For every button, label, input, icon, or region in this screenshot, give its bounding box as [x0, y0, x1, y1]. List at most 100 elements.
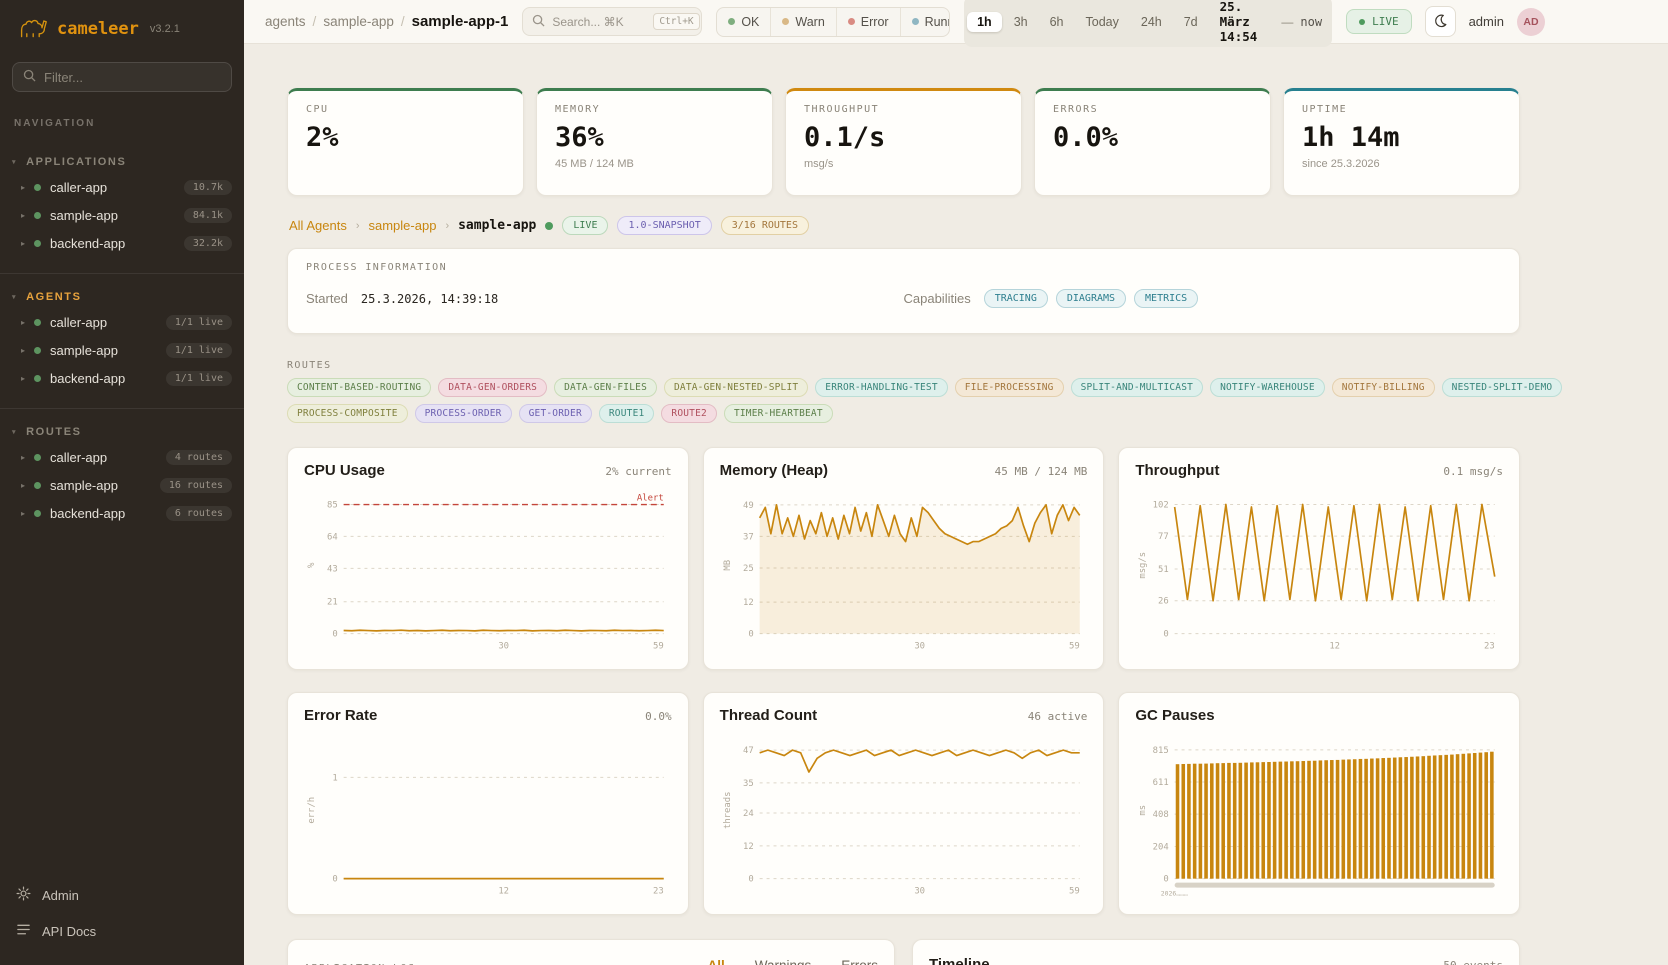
- status-dot: [34, 481, 42, 489]
- stat-card-throughput: THROUGHPUT 0.1/s msg/s: [785, 88, 1022, 196]
- search-icon: [532, 14, 545, 30]
- route-chip-file-processing[interactable]: FILE-PROCESSING: [954, 378, 1064, 397]
- route-chips: CONTENT-BASED-ROUTING DATA-GEN-ORDERS DATA…: [287, 378, 1563, 423]
- time-range-now[interactable]: now: [1300, 14, 1323, 29]
- sidebar-footer-api-docs[interactable]: API Docs: [0, 913, 244, 949]
- route-chip-content-based-routing[interactable]: CONTENT-BASED-ROUTING: [287, 378, 432, 397]
- live-dot: [1359, 18, 1366, 25]
- route-chip-notify-billing[interactable]: NOTIFY-BILLING: [1331, 378, 1435, 397]
- svg-text:25: 25: [743, 564, 754, 574]
- svg-text:msg/s: msg/s: [1138, 552, 1148, 579]
- sidebar-section-header-routes[interactable]: ▾ ROUTES: [0, 421, 244, 443]
- tab-warnings[interactable]: Warnings: [755, 958, 812, 965]
- sidebar-item-caller-app[interactable]: ▸ caller-app 4 routes: [0, 443, 244, 471]
- svg-text:12: 12: [743, 842, 754, 852]
- time-range-bar: 1h 3h 6h Today 24h 7d 25. März 14:54 — now: [964, 0, 1333, 47]
- route-chip-process-composite[interactable]: PROCESS-COMPOSITE: [287, 404, 408, 423]
- route-chip-route2[interactable]: ROUTE2: [661, 404, 717, 423]
- svg-text:21: 21: [327, 598, 338, 608]
- process-started: Started 25.3.2026, 14:39:18: [306, 291, 904, 306]
- time-range-7d[interactable]: 7d: [1183, 14, 1198, 29]
- status-filter-error[interactable]: Error: [835, 7, 900, 36]
- tab-errors[interactable]: Errors: [841, 958, 878, 965]
- chart-canvas: 0 21 43 64 85% Alert 30 59: [307, 494, 664, 651]
- route-chip-data-gen-files[interactable]: DATA-GEN-FILES: [554, 378, 657, 397]
- process-capabilities: Capabilities TRACING DIAGRAMS METRICS: [904, 289, 1502, 308]
- sidebar-item-backend-app[interactable]: ▸ backend-app 32.2k: [0, 229, 244, 257]
- time-range-3h[interactable]: 3h: [1013, 14, 1028, 29]
- route-chip-split-and-multicast[interactable]: SPLIT-AND-MULTICAST: [1070, 378, 1204, 397]
- agent-crumb-sample-app[interactable]: sample-app: [368, 218, 437, 233]
- chevron-right-icon: ▸: [21, 210, 26, 220]
- svg-text:37: 37: [743, 532, 754, 542]
- time-range-24h[interactable]: 24h: [1140, 14, 1162, 29]
- time-range-6h[interactable]: 6h: [1049, 14, 1064, 29]
- time-range-1h[interactable]: 1h: [967, 11, 1002, 32]
- sidebar-section-header-agents[interactable]: ▾ AGENTS: [0, 286, 244, 308]
- app-logo[interactable]: cameleer v3.2.1: [0, 0, 244, 52]
- item-badge: 10.7k: [183, 179, 232, 195]
- chart-title: CPU Usage: [304, 462, 385, 479]
- route-chip-data-gen-nested-split[interactable]: DATA-GEN-NESTED-SPLIT: [663, 378, 809, 397]
- status-filter-ok[interactable]: OK: [717, 8, 770, 36]
- route-chip-notify-warehouse[interactable]: NOTIFY-WAREHOUSE: [1210, 378, 1325, 397]
- svg-text:2026………: 2026………: [1161, 889, 1188, 896]
- svg-text:0: 0: [332, 630, 337, 640]
- agent-crumb-separator: ›: [355, 219, 360, 232]
- application-log-title: APPLICATION LOG: [304, 963, 415, 965]
- sidebar-footer-admin[interactable]: Admin: [0, 877, 244, 913]
- agent-live-dot: [545, 221, 554, 230]
- avatar[interactable]: AD: [1517, 7, 1545, 36]
- application-log-card: APPLICATION LOG All Warnings Errors: [287, 939, 895, 965]
- tab-all[interactable]: All: [707, 958, 724, 965]
- agent-crumb-all-agents[interactable]: All Agents: [289, 218, 347, 233]
- sidebar-item-caller-app[interactable]: ▸ caller-app 1/1 live: [0, 308, 244, 336]
- dark-mode-toggle[interactable]: [1424, 6, 1456, 37]
- breadcrumb-sample-app[interactable]: sample-app: [323, 14, 394, 29]
- filter-input[interactable]: [44, 69, 221, 85]
- svg-text:0: 0: [748, 875, 753, 885]
- search-input[interactable]: [552, 14, 647, 29]
- svg-text:%: %: [307, 562, 317, 568]
- route-chip-process-order[interactable]: PROCESS-ORDER: [414, 404, 512, 423]
- item-label: caller-app: [50, 314, 108, 330]
- svg-text:23: 23: [1484, 642, 1495, 652]
- global-search[interactable]: Ctrl+K: [522, 7, 703, 36]
- sidebar-item-sample-app[interactable]: ▸ sample-app 16 routes: [0, 471, 244, 499]
- sidebar-item-sample-app[interactable]: ▸ sample-app 1/1 live: [0, 336, 244, 364]
- route-chip-timer-heartbeat[interactable]: TIMER-HEARTBEAT: [723, 404, 833, 423]
- sidebar-section-header-applications[interactable]: ▾ APPLICATIONS: [0, 151, 244, 173]
- sidebar-item-backend-app[interactable]: ▸ backend-app 1/1 live: [0, 364, 244, 392]
- sidebar-item-backend-app[interactable]: ▸ backend-app 6 routes: [0, 499, 244, 527]
- svg-text:0: 0: [332, 875, 337, 885]
- time-range-date[interactable]: 25. März 14:54: [1219, 0, 1258, 44]
- svg-text:MB: MB: [723, 560, 733, 571]
- time-range-today[interactable]: Today: [1085, 14, 1119, 29]
- route-chip-route1[interactable]: ROUTE1: [598, 404, 655, 423]
- route-chip-get-order[interactable]: GET-ORDER: [518, 404, 592, 423]
- svg-text:77: 77: [1158, 532, 1169, 542]
- sidebar-item-sample-app[interactable]: ▸ sample-app 84.1k: [0, 201, 244, 229]
- route-chip-data-gen-orders[interactable]: DATA-GEN-ORDERS: [438, 378, 548, 397]
- sidebar-item-caller-app[interactable]: ▸ caller-app 10.7k: [0, 173, 244, 201]
- stat-value: 0.0%: [1053, 122, 1119, 153]
- status-dot: [911, 18, 919, 25]
- route-chip-error-handling-test[interactable]: ERROR-HANDLING-TEST: [815, 378, 948, 397]
- section-label: APPLICATIONS: [26, 156, 127, 168]
- status-dot: [34, 239, 42, 247]
- capability-badge-metrics: METRICS: [1134, 289, 1199, 308]
- chart-plot: 0 1 err/h 12 23: [304, 730, 672, 896]
- breadcrumb-agents[interactable]: agents: [265, 14, 306, 29]
- sidebar-filter[interactable]: [12, 62, 232, 92]
- live-status-badge[interactable]: LIVE: [1346, 9, 1412, 34]
- agent-badge-live: LIVE: [562, 216, 609, 235]
- chevron-right-icon: ▸: [21, 182, 26, 192]
- route-chip-row: CONTENT-BASED-ROUTING DATA-GEN-ORDERS DATA…: [287, 378, 1563, 397]
- svg-text:24: 24: [743, 809, 754, 819]
- route-chip-nested-split-demo[interactable]: NESTED-SPLIT-DEMO: [1441, 378, 1563, 397]
- sidebar-section-routes: ▾ ROUTES ▸ caller-app 4 routes ▸ sample-app 16 …: [0, 408, 244, 527]
- status-filter-warn[interactable]: Warn: [770, 7, 835, 36]
- status-filter-running[interactable]: Running: [899, 7, 949, 36]
- item-label: sample-app: [50, 342, 118, 358]
- chevron-right-icon: ▸: [21, 373, 26, 383]
